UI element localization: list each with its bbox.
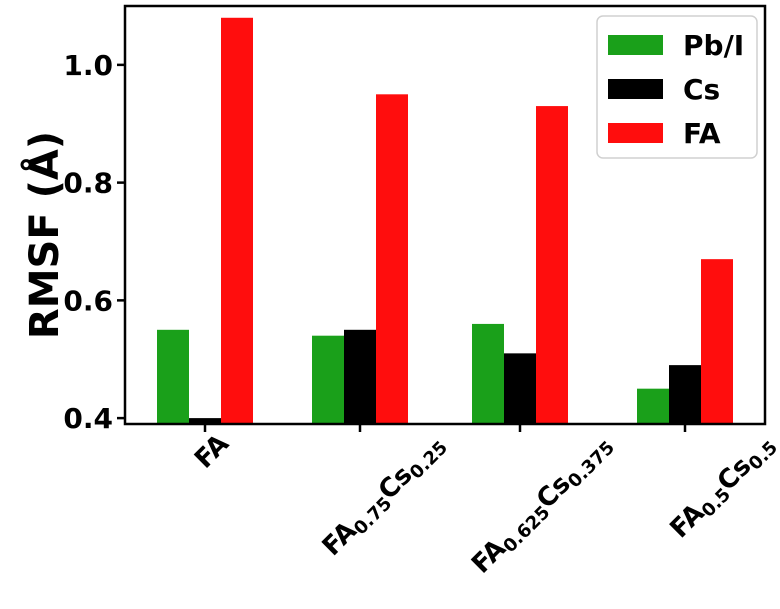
bar-fa-3 [701,259,733,424]
bar-cs-1 [344,329,376,424]
legend: Pb/I Cs FA [596,15,758,159]
bar-fa-0 [221,17,253,424]
plot-frame [123,4,767,426]
bar-fa-1 [376,94,408,424]
legend-swatch-2 [608,123,663,143]
bar-cs-0 [189,418,221,424]
bar-pb-i-2 [472,323,504,424]
y-tick-label: 0.6 [63,284,113,317]
y-tick-label: 0.8 [63,167,113,200]
category-label-0: FA [189,429,235,475]
category-text: FA [189,429,235,475]
legend-label-0: Pb/I [683,29,744,62]
legend-swatch-0 [608,35,663,55]
bar-fa-2 [536,106,568,425]
category-subscript: 0.25 [405,437,451,483]
bar-pb-i-3 [637,388,669,424]
bar-pb-i-1 [312,335,344,424]
y-axis-label: RMSF (Å) [19,131,68,339]
category-label-1: FA0.75Cs0.25 [317,429,452,564]
axes-layer: 0.4 0.6 0.8 1.0 [63,4,767,435]
legend-swatch-1 [608,79,663,99]
bar-pb-i-0 [157,329,189,424]
bars-layer [157,17,733,425]
category-label-3: FA0.5Cs0.5 [665,429,780,546]
bar-cs-2 [504,353,536,424]
category-subscript: 0.375 [564,437,619,492]
category-subscript: 0.625 [499,502,554,557]
y-tick-label: 0.4 [63,402,113,435]
legend-label-2: FA [683,117,721,150]
legend-label-1: Cs [683,73,720,106]
y-tick-label: 1.0 [63,49,113,82]
category-label-2: FA0.625Cs0.375 [466,429,619,582]
bar-cs-3 [669,365,701,424]
